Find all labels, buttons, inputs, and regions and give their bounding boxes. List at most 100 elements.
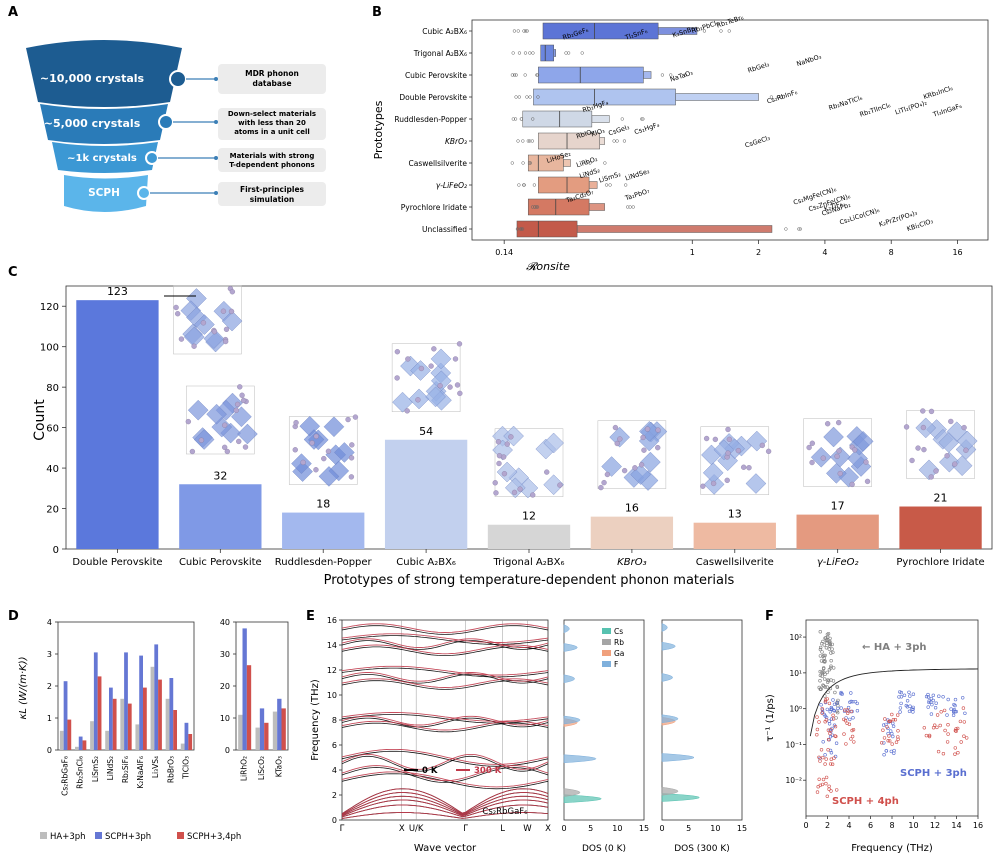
funnel-desc-1b: database xyxy=(252,79,291,88)
paneld-category-label: LiScO₂ xyxy=(257,756,266,780)
panelb-outlier xyxy=(624,183,628,187)
panelf-point xyxy=(843,708,847,712)
panelb-outlier xyxy=(622,139,627,143)
panele-dos-xtick-label: 10 xyxy=(612,824,622,833)
funnel-node-3 xyxy=(145,151,159,165)
panelc-value-label: 12 xyxy=(522,510,536,523)
panelc-atom xyxy=(809,459,815,466)
panelc-octahedron xyxy=(206,403,227,425)
panelb-outlier xyxy=(660,73,665,77)
panelb-outlier xyxy=(527,139,532,143)
panelf-point xyxy=(831,698,835,702)
panelc-atom xyxy=(240,397,247,404)
panelb-outlier xyxy=(516,139,520,143)
panelb-annotation: LiNdSe₂ xyxy=(624,167,651,183)
panelf-point xyxy=(822,643,826,647)
paneld-category-label: TlClO₃ xyxy=(181,756,190,780)
funnel-desc-1a: MDR phonon xyxy=(245,69,299,78)
panele-band-0k xyxy=(341,714,549,724)
panelb-xlabel: 𝓡onsite xyxy=(526,260,570,273)
panelf-point xyxy=(824,775,829,780)
panele-band-0k xyxy=(341,640,549,650)
panelf-point xyxy=(818,669,822,674)
panelf-point xyxy=(891,724,896,728)
panelb-outlier xyxy=(530,205,535,209)
panelf-point xyxy=(851,716,855,720)
panelf-point xyxy=(907,709,912,713)
funnel-stage-3 xyxy=(52,142,158,173)
panele-dos-xtick-label: 0 xyxy=(561,824,566,833)
funnel-label-3: ~1k crystals xyxy=(67,153,137,164)
panelf-point xyxy=(924,694,929,699)
panelc-atom xyxy=(765,448,772,454)
panelc-octahedron xyxy=(826,463,847,484)
paneld-category-label: Li₃VS₄ xyxy=(151,756,160,778)
panelf-point xyxy=(951,713,956,717)
panelc-atom xyxy=(655,445,661,451)
panele-dos-legend-swatch xyxy=(602,639,611,645)
panelc-atom xyxy=(928,474,934,480)
panelc-atom xyxy=(313,433,319,439)
panele-dos-peak xyxy=(563,788,581,797)
panelb-annotation: LiTl₂(PO₄)₂ xyxy=(894,99,928,117)
paneld-category-label: RbBrO₃ xyxy=(166,756,175,783)
panelb-outlier xyxy=(536,95,540,99)
paneld-bar xyxy=(165,698,170,750)
panelf-point xyxy=(855,701,859,706)
panelc-octahedron xyxy=(601,456,622,477)
panelc-atom xyxy=(933,468,939,474)
panelb-outlier xyxy=(510,161,514,165)
panele-ylabel: Frequency (THz) xyxy=(310,679,321,761)
panelf-point xyxy=(964,736,969,740)
panelc-atom xyxy=(501,471,508,477)
panelf-point xyxy=(850,709,854,714)
panelb-annotation: CsGeCl₃ xyxy=(744,134,771,150)
panelb-frame xyxy=(471,19,989,241)
panelf-point xyxy=(825,794,829,798)
panele-band-0k xyxy=(341,667,549,678)
panelc-octahedron xyxy=(543,432,564,454)
panelb-outlier xyxy=(525,95,529,99)
panele-band-0k xyxy=(341,717,549,728)
paneld-bar xyxy=(67,719,72,750)
panele-dos-legend-swatch xyxy=(602,628,611,634)
panelc-category-label: KBrO₃ xyxy=(617,557,646,568)
panelf-point xyxy=(829,705,834,710)
panelc-octahedron xyxy=(702,462,724,484)
paneld-bar xyxy=(154,644,159,750)
paneld-bar xyxy=(277,698,282,750)
paneld-bar xyxy=(272,711,278,750)
paneld-bar xyxy=(281,708,286,750)
panelb-annotation: Cs₂RbInF₆ xyxy=(766,88,799,105)
panelc-atom xyxy=(530,492,536,498)
panelf-point xyxy=(836,706,840,711)
panele-dos-peak xyxy=(661,623,668,632)
panelb-annotation: Tl₃InGaF₆ xyxy=(931,102,963,119)
panelf-point xyxy=(829,750,834,755)
panele-dos-xtick-label: 10 xyxy=(710,824,720,833)
panelf-point xyxy=(963,711,967,715)
panelf-point xyxy=(962,720,966,724)
panelf-point xyxy=(823,660,827,664)
funnel-dot-1 xyxy=(214,77,218,81)
panelf-point xyxy=(959,740,963,744)
panelf-point xyxy=(890,731,894,736)
panelf-xtick-label: 10 xyxy=(908,821,918,830)
panelf-point xyxy=(828,636,832,641)
panelf-point xyxy=(828,644,832,648)
panelc-atom xyxy=(655,427,661,433)
panelf-point xyxy=(836,703,840,708)
panel-label-e: E xyxy=(306,609,315,624)
panelc-octahedron xyxy=(193,429,215,450)
paneld-bar xyxy=(59,730,64,750)
panele-dos-xtick-label: 15 xyxy=(639,824,649,833)
panelc-atom xyxy=(806,444,812,451)
panelf-point xyxy=(894,740,899,744)
panelc-octahedron xyxy=(640,451,661,473)
panelf-point xyxy=(946,697,950,702)
panelf-point xyxy=(820,641,824,646)
funnel-desc-box-1 xyxy=(218,64,326,94)
panelf-point xyxy=(818,629,822,634)
panelb-outlier xyxy=(519,227,524,231)
panelf-point xyxy=(835,710,840,715)
